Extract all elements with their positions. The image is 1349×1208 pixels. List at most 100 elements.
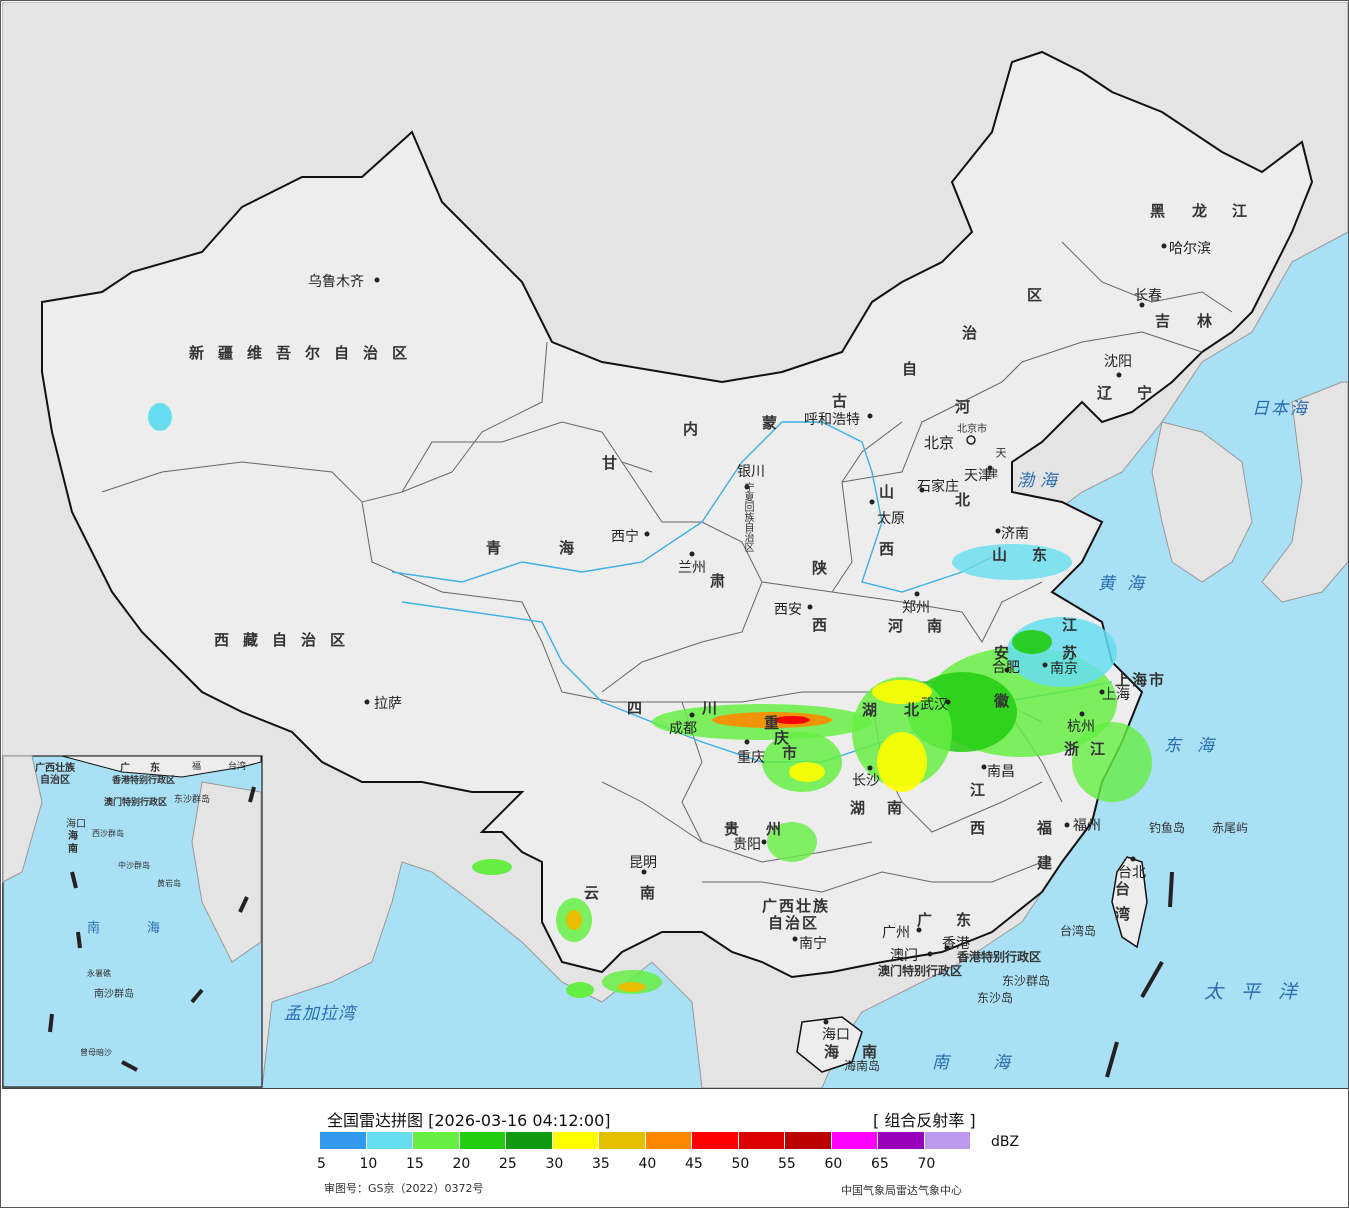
- city-label: 杭州: [1067, 719, 1095, 735]
- radar-map[interactable]: 新疆维吾尔自治区 西藏自治区 青 海 甘 肃 内 蒙 古 自 治 区 黑 龙 江…: [2, 2, 1348, 1089]
- legend: 全国雷达拼图 [2026-03-16 04:12:00] [ 组合反射率 ] d…: [1, 1089, 1348, 1207]
- inset-label: 南: [68, 844, 78, 855]
- city-label: 重庆: [737, 750, 765, 766]
- province-label: 江: [1062, 616, 1092, 634]
- inset-label: 南沙群岛: [94, 989, 134, 1000]
- map-canvas: [2, 2, 1348, 1088]
- legend-tick-label: 10: [359, 1156, 378, 1172]
- legend-swatch: [645, 1132, 692, 1149]
- province-label: 州: [766, 820, 796, 838]
- legend-swatch: [924, 1132, 971, 1149]
- province-label: 云: [584, 884, 614, 902]
- city-label: 兰州: [678, 560, 706, 576]
- inset-label: 福: [192, 762, 202, 772]
- province-label: 北京市: [957, 424, 987, 435]
- legend-colorbar: [320, 1132, 971, 1149]
- sea-label: 南海: [932, 1053, 1054, 1073]
- hainan: [796, 1016, 863, 1073]
- province-label: 四: [627, 699, 657, 717]
- legend-swatch: [738, 1132, 785, 1149]
- province-label: 陕: [812, 559, 842, 577]
- province-label: 西: [879, 540, 909, 558]
- city-label: 海口: [822, 1027, 850, 1043]
- province-label: 河: [888, 617, 918, 635]
- inset-label: 西沙群岛: [92, 829, 124, 838]
- province-label: 海: [559, 539, 589, 557]
- legend-tick-label: 40: [638, 1156, 657, 1172]
- province-label: 南: [640, 884, 670, 902]
- province-label: 津: [987, 467, 998, 480]
- city-label: 成都: [669, 721, 697, 737]
- province-label: 蒙: [762, 414, 792, 432]
- legend-tick-label: 70: [917, 1156, 936, 1172]
- island-label: 海南岛: [844, 1059, 881, 1073]
- province-label: 贵: [724, 820, 754, 838]
- province-label: 澳门特别行政区: [878, 964, 963, 978]
- province-label: 西: [970, 819, 1000, 837]
- province-label: 香港特别行政区: [957, 950, 1042, 964]
- inset-label: 曾母暗沙: [80, 1048, 112, 1057]
- city-label: 太原: [877, 511, 905, 527]
- province-label: 南: [887, 799, 917, 817]
- province-label: 川: [702, 699, 732, 717]
- city-label: 台北: [1118, 865, 1146, 881]
- city-label: 武汉: [920, 697, 948, 713]
- province-label: 肃: [710, 572, 740, 590]
- province-label: 湖: [862, 701, 892, 719]
- city-label: 西安: [774, 602, 802, 618]
- province-label: 北: [955, 491, 985, 509]
- province-label: 福: [1037, 819, 1067, 837]
- inset-label: 自治区: [40, 775, 70, 786]
- province-label: 江: [1232, 202, 1262, 220]
- sea-label: 东海: [1164, 736, 1230, 756]
- city-label: 福州: [1073, 818, 1101, 834]
- province-label: 江: [1090, 740, 1120, 758]
- province-label: 黑: [1150, 202, 1180, 220]
- city-label: 西宁: [611, 529, 639, 545]
- province-label: 治: [962, 324, 992, 342]
- province-label: 吉: [1155, 312, 1185, 330]
- city-label: 乌鲁木齐: [308, 274, 364, 290]
- province-label: 新疆维吾尔自治区: [189, 344, 422, 362]
- legend-title: 全国雷达拼图 [2026-03-16 04:12:00]: [327, 1111, 611, 1130]
- province-label: 古: [832, 392, 862, 410]
- province-label: 湾: [1115, 905, 1145, 923]
- province-label: 宁夏回族自治区: [742, 482, 753, 552]
- city-label: 香港: [942, 936, 970, 952]
- province-label: 青: [486, 539, 516, 557]
- legend-swatch: [878, 1132, 925, 1149]
- province-label: 东: [956, 911, 986, 929]
- province-label: 自治区: [768, 914, 820, 932]
- province-label: 西: [812, 616, 842, 634]
- city-label: 拉萨: [374, 696, 402, 712]
- province-label: 北: [904, 701, 934, 719]
- legend-tick-label: 5: [317, 1156, 326, 1172]
- sea-label: 黄海: [1098, 574, 1156, 594]
- legend-tick-label: 25: [499, 1156, 517, 1172]
- korea-peninsula: [1151, 421, 1253, 583]
- province-label: 南: [862, 1043, 892, 1061]
- sea-label: 渤海: [1017, 471, 1063, 491]
- province-label: 山: [879, 483, 909, 501]
- inset-label: 香港特别行政区: [112, 776, 176, 786]
- province-label: 内: [683, 420, 713, 438]
- province-label: 河: [955, 398, 985, 416]
- legend-swatch: [506, 1132, 553, 1149]
- legend-swatch: [413, 1132, 460, 1149]
- taiwan: [1111, 856, 1148, 949]
- city-label: 郑州: [902, 600, 930, 616]
- province-label: 天: [994, 447, 1007, 458]
- legend-tick-label: 60: [824, 1156, 843, 1172]
- island-label: 赤尾屿: [1212, 821, 1249, 835]
- map-review-number: 审图号：GS京（2022）0372号: [324, 1182, 484, 1195]
- city-label: 贵阳: [733, 837, 761, 853]
- province-label: 市: [782, 744, 812, 762]
- city-label: 南宁: [799, 936, 827, 952]
- province-label: 重: [764, 714, 794, 732]
- province-label: 西藏自治区: [214, 631, 360, 649]
- province-label: 东: [1032, 546, 1062, 564]
- province-label: 湖: [850, 799, 880, 817]
- city-label: 昆明: [629, 855, 657, 871]
- legend-tick-label: 15: [406, 1156, 424, 1172]
